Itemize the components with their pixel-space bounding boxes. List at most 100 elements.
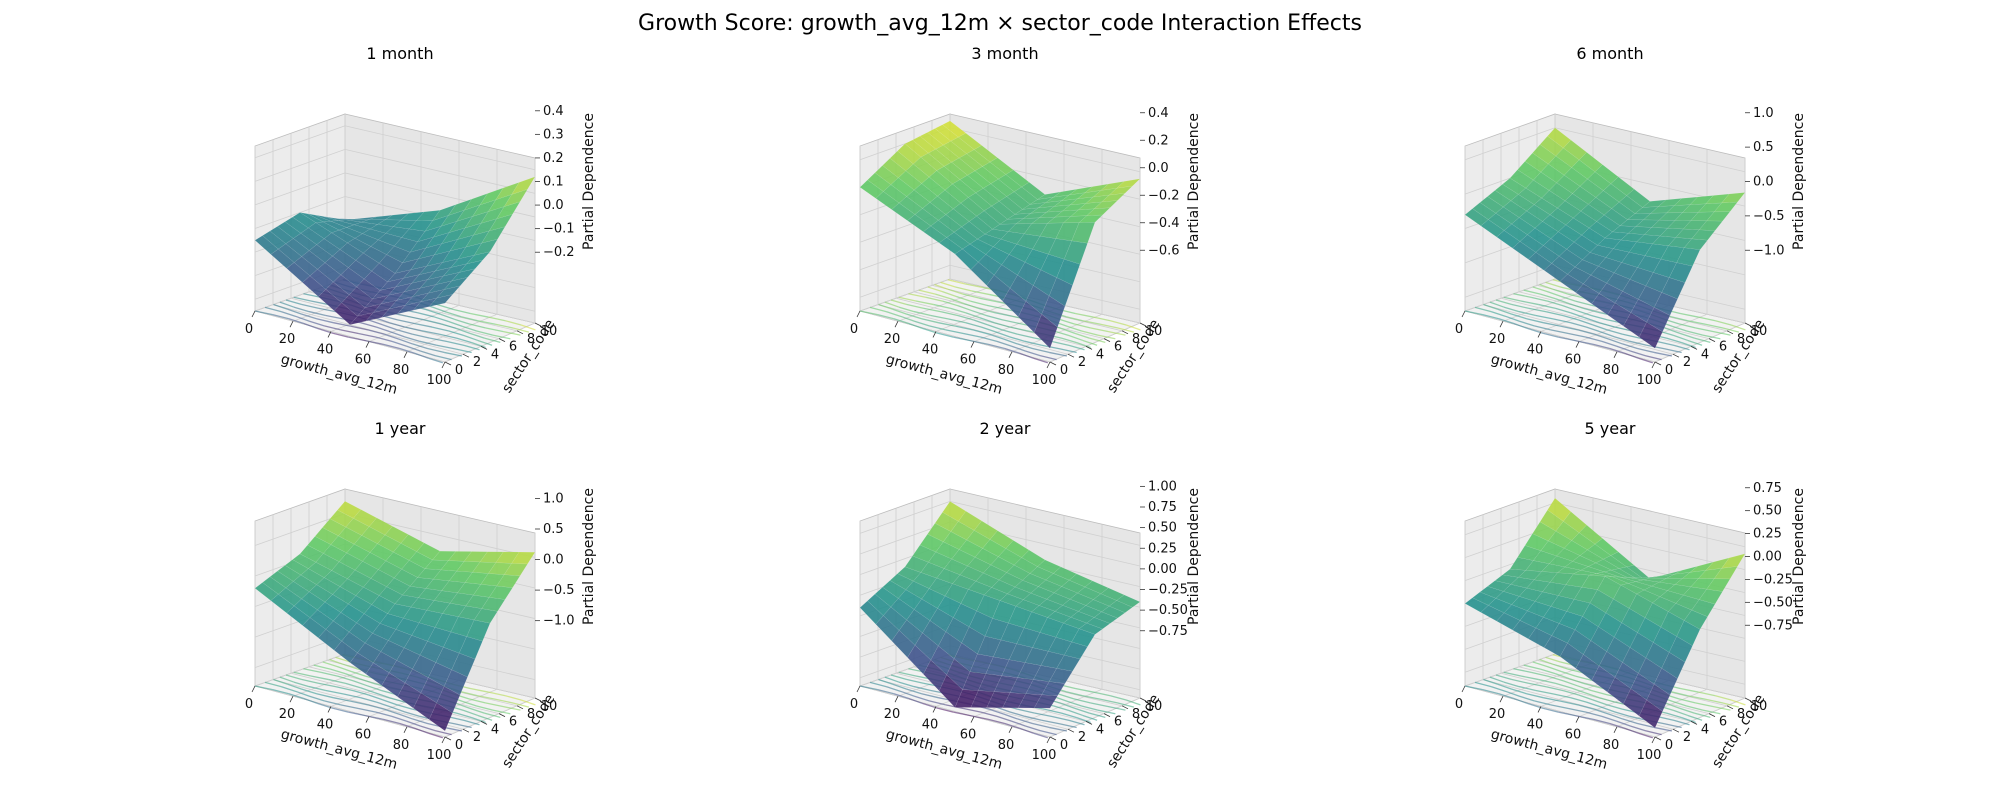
surface <box>859 501 1141 709</box>
contour-segment <box>447 320 463 327</box>
y-tick-mark <box>1726 330 1734 335</box>
contour-segment <box>1622 333 1640 339</box>
contour-segment <box>859 310 878 316</box>
surface-facet <box>451 268 476 282</box>
z-tick-label: 0.0 <box>543 553 564 568</box>
x-tick-label: 60 <box>1565 353 1582 368</box>
contour-segment <box>1568 302 1584 309</box>
surface-facet <box>1086 207 1111 216</box>
surface-facet <box>443 277 469 290</box>
y-tick-label: 6 <box>509 715 517 730</box>
y-tick-label: 2 <box>473 730 481 745</box>
z-tick-label: 0.4 <box>543 104 564 119</box>
contour-segment <box>1503 296 1522 302</box>
z-tick-label: −0.25 <box>1148 583 1188 598</box>
contour-segment <box>455 702 471 709</box>
contour-segment <box>1531 296 1549 302</box>
x-tick-label: 80 <box>1603 363 1620 378</box>
y-tick-label: 10 <box>541 324 558 339</box>
contour-segment <box>1705 323 1724 329</box>
contour-segment <box>1585 336 1603 342</box>
y-tick-label: 2 <box>473 355 481 370</box>
contour-segment <box>995 331 1010 338</box>
contour-segment <box>1664 723 1682 729</box>
surface <box>254 500 536 732</box>
contour-segment <box>1017 718 1033 725</box>
surface-facet <box>1041 681 1066 697</box>
contour-segment <box>1526 318 1544 324</box>
contour-segment <box>1100 323 1119 329</box>
contour-segment <box>963 707 982 713</box>
contour-segment <box>1059 723 1077 729</box>
contour-segment <box>996 340 1012 347</box>
contour-segment <box>1535 314 1554 320</box>
contour-segment <box>303 293 322 298</box>
contour-segment <box>1547 300 1564 307</box>
y-tick-label: 10 <box>1146 699 1163 714</box>
contour-segment <box>1545 281 1561 288</box>
contour-segment <box>520 324 536 331</box>
y-tick-label: 0 <box>455 363 463 378</box>
contour-segment <box>1616 345 1631 352</box>
contour-segment <box>309 695 325 702</box>
contour-segment <box>1024 340 1042 346</box>
contour-segment <box>1520 300 1539 306</box>
contour-segment <box>1702 709 1721 715</box>
contour-segment <box>963 302 979 309</box>
contour-segment <box>1712 705 1731 711</box>
contour-segment <box>1034 712 1053 718</box>
surface <box>1464 127 1746 349</box>
surface-facet <box>1101 605 1126 619</box>
contour-segment <box>368 694 383 701</box>
z-tick-label: −1.0 <box>543 614 575 629</box>
contour-segment <box>331 332 349 338</box>
contour-segment <box>1609 347 1625 354</box>
contour-segment <box>295 315 310 322</box>
x-tick-label: 60 <box>960 728 977 743</box>
contour-segment <box>1519 695 1535 702</box>
z-tick-label: 0.00 <box>1753 550 1782 565</box>
contour-segment <box>1017 708 1035 714</box>
contour-segment <box>318 682 337 688</box>
contour-segment <box>1666 712 1682 719</box>
contour-segment <box>1025 350 1041 357</box>
contour-segment <box>406 720 421 727</box>
contour-segment <box>877 313 895 320</box>
contour-segment <box>1024 715 1042 721</box>
z-tick-label: 0.0 <box>1148 161 1169 176</box>
contour-segment <box>1511 678 1529 684</box>
contour-segment <box>477 320 496 325</box>
contour-segment <box>495 323 514 329</box>
x-tick-label: 100 <box>427 748 452 763</box>
contour-segment <box>1482 688 1500 695</box>
contour-segment <box>1673 719 1690 726</box>
contour-segment <box>376 701 391 708</box>
subplot-title: 1 year <box>375 419 426 438</box>
contour-segment <box>353 689 369 696</box>
surface-facet <box>428 702 453 732</box>
contour-segment <box>399 722 415 729</box>
x-tick-label: 20 <box>1489 707 1506 722</box>
y-tick-mark <box>1085 721 1093 725</box>
contour-segment <box>308 310 326 317</box>
contour-segment <box>936 332 954 338</box>
contour-segment <box>1004 722 1020 729</box>
y-tick-mark <box>498 338 506 342</box>
contour-segment <box>317 702 333 709</box>
contour-segment <box>927 286 943 293</box>
contour-segment <box>454 723 472 729</box>
contour-segment <box>279 301 295 308</box>
surface-facet <box>458 636 483 660</box>
contour-segment <box>391 715 407 722</box>
surface-facet <box>1653 667 1678 696</box>
y-tick-label: 6 <box>1719 715 1727 730</box>
contour-segment <box>1600 331 1615 338</box>
contour-segment <box>1715 320 1732 326</box>
contour-segment <box>1687 339 1703 346</box>
y-tick-mark <box>516 330 524 335</box>
subplot-title: 3 month <box>971 44 1038 63</box>
x-tick-label: 0 <box>1455 322 1463 337</box>
x-tick-label: 20 <box>884 707 901 722</box>
x-tick-mark <box>856 310 861 318</box>
